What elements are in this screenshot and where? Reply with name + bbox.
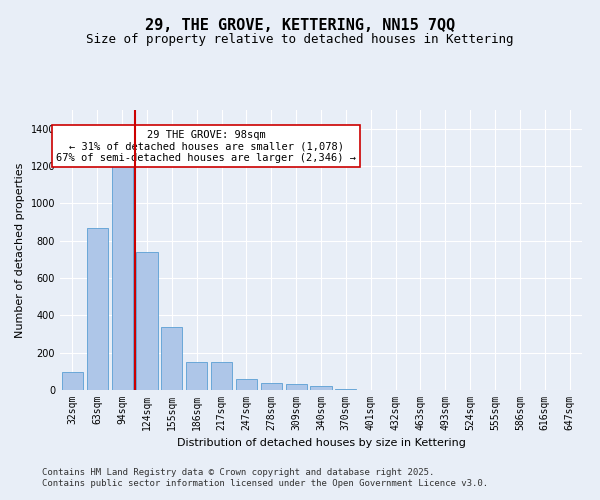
- Bar: [286, 384, 307, 390]
- Bar: [112, 138, 133, 390]
- Text: Contains HM Land Registry data © Crown copyright and database right 2025.
Contai: Contains HM Land Registry data © Crown c…: [42, 468, 488, 487]
- Bar: [136, 252, 158, 390]
- Text: 29 THE GROVE: 98sqm
← 31% of detached houses are smaller (1,078)
67% of semi-det: 29 THE GROVE: 98sqm ← 31% of detached ho…: [56, 130, 356, 163]
- X-axis label: Distribution of detached houses by size in Kettering: Distribution of detached houses by size …: [176, 438, 466, 448]
- Bar: [87, 228, 108, 390]
- Bar: [261, 382, 282, 390]
- Bar: [335, 388, 356, 390]
- Y-axis label: Number of detached properties: Number of detached properties: [15, 162, 25, 338]
- Bar: [310, 386, 332, 390]
- Bar: [186, 362, 207, 390]
- Text: 29, THE GROVE, KETTERING, NN15 7QQ: 29, THE GROVE, KETTERING, NN15 7QQ: [145, 18, 455, 32]
- Bar: [161, 326, 182, 390]
- Bar: [236, 379, 257, 390]
- Bar: [62, 372, 83, 390]
- Text: Size of property relative to detached houses in Kettering: Size of property relative to detached ho…: [86, 32, 514, 46]
- Bar: [211, 362, 232, 390]
